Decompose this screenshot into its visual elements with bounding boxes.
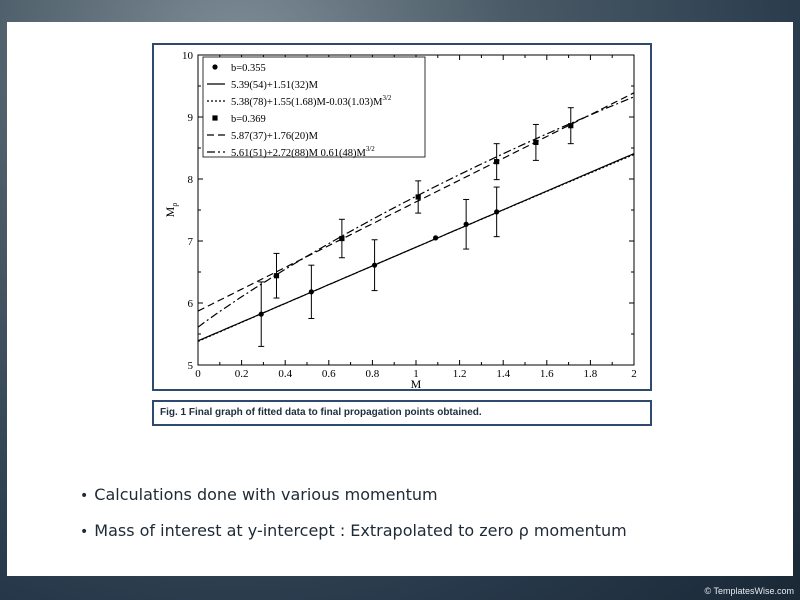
legend-label-superscript: 3/2 (382, 94, 391, 102)
y-tick-label: 5 (188, 360, 194, 372)
bullet-item: • Mass of interest at y-intercept : Extra… (80, 520, 780, 556)
y-tick-label: 9 (188, 112, 194, 124)
fit-line-4 (198, 92, 634, 312)
legend-marker-circle (212, 64, 218, 70)
bullet-dot-icon: • (80, 524, 89, 540)
x-tick-label: 0.4 (278, 368, 292, 380)
legend-label: 5.61(51)+2.72(88)M 0.61(48)M3/2 (231, 145, 375, 159)
data-point-square (568, 123, 574, 129)
bullet-text: Calculations done with various momentum (94, 485, 438, 504)
x-tick-label: 0.6 (322, 368, 336, 380)
chart-svg: 0 0.2 0.4 0.6 0.8 1 1.2 1.4 1.6 1.8 2 5 6 7 8 9 10 M Mρ b=0… (163, 50, 637, 389)
legend-box (202, 56, 426, 158)
x-tick-label: 0 (195, 368, 201, 380)
data-point-square (415, 194, 421, 200)
y-tick-label: 10 (182, 50, 194, 62)
legend-marker-square (212, 115, 218, 121)
chart-figure: 0 0.2 0.4 0.6 0.8 1 1.2 1.4 1.6 1.8 2 5 6 7 8 9 10 M Mρ b=0… (152, 43, 652, 391)
y-axis-label-subscript: ρ (170, 203, 179, 207)
legend-label: 5.39(54)+1.51(32)M (231, 80, 319, 91)
y-axis-label: Mρ (163, 203, 179, 218)
x-tick-label: 1.4 (496, 368, 510, 380)
x-tick-label: 1.2 (453, 368, 467, 380)
data-point-square (339, 235, 345, 242)
legend-label: 5.38(78)+1.55(1.68)M-0.03(1.03)M3/2 (231, 94, 392, 108)
legend-label: b=0.355 (231, 63, 266, 74)
figure-caption: Fig. 1 Final graph of fitted data to fin… (152, 400, 652, 426)
data-point-square (273, 273, 280, 279)
legend-label-superscript: 3/2 (366, 145, 375, 153)
x-tick-label: 2 (631, 368, 637, 380)
y-tick-label: 7 (188, 236, 194, 248)
x-tick-label: 0.8 (366, 368, 380, 380)
bullet-text: Mass of interest at y-intercept : Extrap… (94, 521, 627, 540)
x-tick-label: 1 (413, 368, 419, 380)
bullet-item: • Calculations done with various momentum (80, 484, 780, 520)
x-axis-label: M (411, 377, 422, 389)
y-tick-label: 6 (188, 298, 194, 310)
y-tick-label: 8 (188, 174, 194, 186)
x-tick-label: 1.6 (540, 368, 554, 380)
x-tick-label: 0.2 (235, 368, 249, 380)
legend-label: 5.87(37)+1.76(20)M (231, 131, 319, 142)
bullet-list: • Calculations done with various momentum… (80, 484, 780, 556)
bullet-dot-icon: • (80, 488, 89, 504)
x-tick-label: 1.8 (584, 368, 598, 380)
fit-line-2 (198, 153, 634, 342)
copyright-watermark: © TemplatesWise.com (704, 586, 795, 596)
fit-line-5 (198, 96, 634, 328)
legend-label: b=0.369 (231, 114, 266, 125)
